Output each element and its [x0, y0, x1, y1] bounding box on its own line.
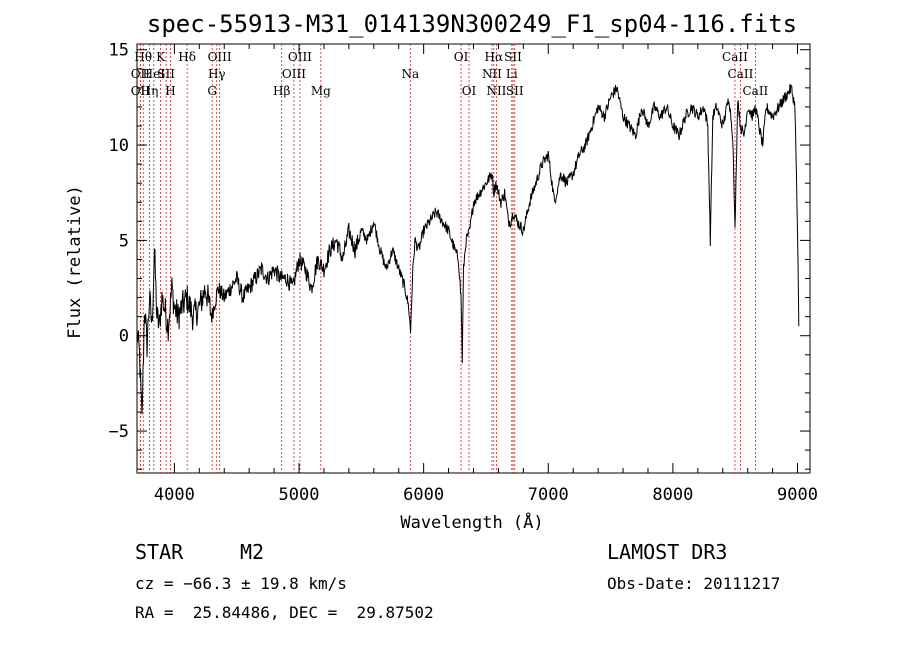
x-tick-label-5: 9000 [777, 485, 818, 505]
line-label-0: Hθ [134, 50, 152, 64]
line-label-21: NII [486, 84, 506, 98]
line-label-27: CaII [742, 84, 768, 98]
line-label-18: OI [462, 84, 477, 98]
x-axis-label: Wavelength (Å) [400, 511, 543, 533]
redshift-velocity: cz = −66.3 ± 19.8 km/s [135, 574, 347, 593]
x-tick-label-3: 7000 [528, 485, 569, 505]
spectrum-line [136, 84, 800, 415]
x-tick-label-4: 8000 [652, 485, 693, 505]
line-label-26: CaII [728, 67, 754, 81]
line-label-9: G [207, 84, 217, 98]
line-label-15: Mg [311, 84, 331, 98]
line-label-11: OIII [208, 50, 232, 64]
line-label-17: OI [454, 50, 469, 64]
emission-line-markers [139, 44, 756, 473]
line-label-23: SII [504, 50, 522, 64]
y-tick-label-1: 0 [119, 327, 129, 347]
object-class: STAR [135, 540, 184, 564]
line-label-16: Na [401, 67, 419, 81]
line-label-2: OII [131, 84, 151, 98]
line-label-8: Hδ [178, 50, 196, 64]
line-label-24: SII [506, 84, 524, 98]
x-tick-label-0: 4000 [154, 485, 195, 505]
emission-line-labels: HθOIIOIIHηHeIKSIIHHδGHγOIIIHβOIIIOIIIMgN… [131, 50, 769, 98]
x-tick-label-1: 5000 [279, 485, 320, 505]
line-label-4: HeI [143, 67, 166, 81]
line-label-10: Hγ [208, 67, 226, 81]
y-tick-label-2: 5 [119, 231, 129, 251]
line-label-5: K [156, 50, 166, 64]
line-label-12: Hβ [273, 84, 290, 98]
y-tick-label-4: 15 [109, 41, 129, 61]
object-subclass: M2 [240, 540, 265, 564]
line-label-7: H [165, 84, 175, 98]
line-label-25: CaII [722, 50, 748, 64]
chart-title: spec-55913-M31_014139N300249_F1_sp04-116… [147, 10, 797, 38]
line-label-14: OIII [288, 50, 312, 64]
line-label-6: SII [157, 67, 175, 81]
line-label-3: Hη [141, 84, 159, 98]
line-label-22: Li [506, 67, 518, 81]
y-axis-label: Flux (relative) [65, 185, 85, 339]
axis-ticks: 4000 5000 6000 7000 8000 9000 −5 0 5 10 15 [109, 41, 818, 505]
line-label-20: Hα [485, 50, 504, 64]
line-label-1: OII [131, 67, 151, 81]
observation-date: Obs-Date: 20111217 [607, 574, 781, 593]
plot-frame [136, 43, 811, 474]
survey-name: LAMOST DR3 [607, 540, 728, 564]
line-label-19: NII [482, 67, 502, 81]
y-tick-label-3: 10 [109, 136, 129, 156]
x-tick-label-2: 6000 [403, 485, 444, 505]
ra-dec-coordinates: RA = 25.84486, DEC = 29.87502 [135, 603, 434, 622]
line-label-13: OIII [282, 67, 306, 81]
y-tick-label-0: −5 [109, 422, 129, 442]
